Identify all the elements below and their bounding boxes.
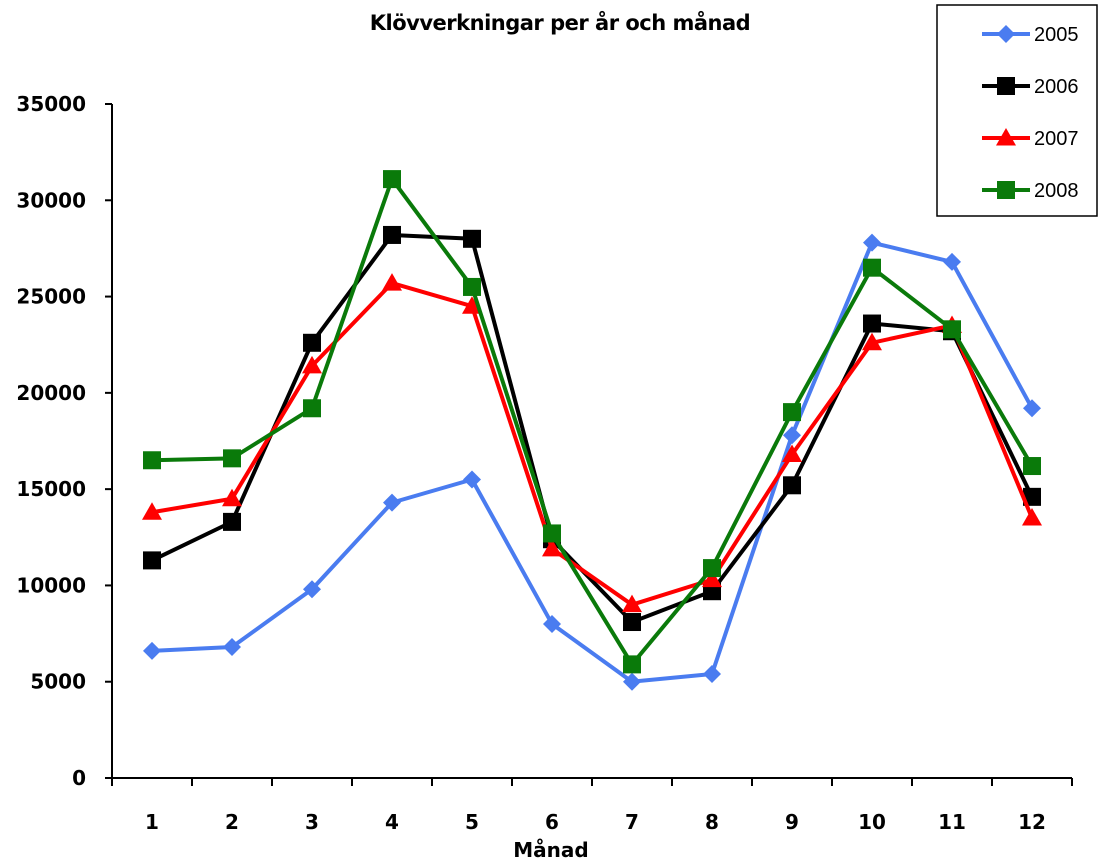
data-point-2005 bbox=[783, 426, 801, 445]
x-tick-label: 2 bbox=[225, 810, 239, 834]
series-line-2005 bbox=[151, 240, 1034, 684]
data-point-2006 bbox=[143, 551, 161, 570]
y-tick-label: 25000 bbox=[16, 285, 86, 309]
data-point-2005 bbox=[223, 638, 241, 657]
y-tick-label: 10000 bbox=[16, 573, 86, 597]
data-point-2006 bbox=[463, 229, 481, 248]
data-point-2005 bbox=[463, 470, 481, 489]
data-point-2006 bbox=[1023, 487, 1041, 506]
series-line-2007 bbox=[151, 281, 1034, 607]
series-line-2008 bbox=[151, 177, 1034, 667]
data-point-2007 bbox=[1022, 508, 1042, 526]
legend-marker-2005 bbox=[997, 25, 1015, 43]
y-tick-label: 35000 bbox=[16, 92, 86, 116]
chart-title: Klövverkningar per år och månad bbox=[370, 10, 750, 35]
data-point-2008 bbox=[143, 451, 161, 470]
legend-marker-2008 bbox=[997, 181, 1015, 199]
data-point-2006 bbox=[383, 225, 401, 244]
y-axis-ticks: 0 5000 10000 15000 20000 25000 30000 35000 bbox=[16, 92, 112, 790]
x-tick-label: 6 bbox=[545, 810, 559, 834]
y-tick-label: 0 bbox=[72, 766, 86, 790]
data-point-2008 bbox=[1023, 457, 1041, 476]
legend-label-2007: 2007 bbox=[1034, 128, 1079, 150]
x-axis-ticks: 1 2 3 4 5 6 7 8 9 10 11 12 bbox=[111, 778, 1073, 834]
x-tick-label: 4 bbox=[385, 810, 399, 834]
data-point-2008 bbox=[943, 320, 961, 339]
data-point-2005 bbox=[303, 580, 321, 599]
x-tick-label: 5 bbox=[465, 810, 479, 834]
data-point-2007 bbox=[542, 538, 562, 557]
data-point-2005 bbox=[943, 252, 961, 271]
series-group bbox=[142, 170, 1042, 691]
data-point-2007 bbox=[622, 594, 642, 613]
data-point-2007 bbox=[302, 355, 322, 374]
y-tick-label: 15000 bbox=[16, 477, 86, 501]
data-point-2008 bbox=[783, 403, 801, 422]
series-2008 bbox=[143, 170, 1041, 674]
data-point-2005 bbox=[543, 614, 561, 633]
series-2005 bbox=[143, 233, 1041, 691]
x-axis-label: Månad bbox=[513, 838, 588, 860]
series-line-2006 bbox=[151, 232, 1034, 625]
data-point-2007 bbox=[382, 273, 402, 291]
data-point-2006 bbox=[623, 613, 641, 632]
data-point-2005 bbox=[623, 672, 641, 691]
x-tick-label: 9 bbox=[785, 810, 799, 834]
y-tick-label: 20000 bbox=[16, 381, 86, 405]
data-point-2005 bbox=[383, 493, 401, 512]
data-point-2008 bbox=[543, 524, 561, 543]
legend-label-2006: 2006 bbox=[1034, 76, 1079, 98]
y-tick-label: 30000 bbox=[16, 188, 86, 212]
data-point-2006 bbox=[303, 333, 321, 352]
data-point-2007 bbox=[782, 444, 802, 462]
data-point-2008 bbox=[223, 449, 241, 468]
legend-marker-2007 bbox=[996, 128, 1016, 146]
legend-marker-2006 bbox=[997, 77, 1015, 95]
data-point-2006 bbox=[863, 314, 881, 333]
legend-box bbox=[936, 4, 1098, 217]
legend-label-2008: 2008 bbox=[1034, 180, 1079, 202]
data-point-2008 bbox=[863, 258, 881, 277]
data-point-2008 bbox=[463, 277, 481, 296]
data-point-2008 bbox=[703, 559, 721, 578]
series-2007 bbox=[142, 273, 1042, 613]
legend: 2005 2006 2007 2008 bbox=[936, 4, 1098, 217]
x-tick-label: 1 bbox=[145, 810, 159, 834]
x-tick-label: 8 bbox=[705, 810, 719, 834]
data-point-2008 bbox=[383, 170, 401, 189]
x-tick-label: 7 bbox=[625, 810, 639, 834]
data-point-2007 bbox=[462, 296, 482, 314]
x-tick-label: 3 bbox=[305, 810, 319, 834]
y-tick-label: 5000 bbox=[30, 670, 86, 694]
data-point-2008 bbox=[623, 655, 641, 674]
data-point-2005 bbox=[863, 233, 881, 252]
data-point-2005 bbox=[1023, 399, 1041, 418]
data-point-2007 bbox=[222, 488, 242, 507]
data-point-2005 bbox=[703, 665, 721, 684]
data-point-2007 bbox=[142, 502, 162, 520]
data-point-2006 bbox=[783, 476, 801, 495]
x-tick-label: 12 bbox=[1018, 810, 1046, 834]
data-point-2008 bbox=[303, 399, 321, 418]
data-point-2007 bbox=[862, 332, 882, 351]
data-point-2007 bbox=[702, 569, 722, 588]
x-tick-label: 11 bbox=[938, 810, 966, 834]
data-point-2006 bbox=[223, 512, 241, 531]
legend-label-2005: 2005 bbox=[1034, 24, 1079, 46]
x-tick-label: 10 bbox=[858, 810, 886, 834]
data-point-2005 bbox=[143, 641, 161, 660]
